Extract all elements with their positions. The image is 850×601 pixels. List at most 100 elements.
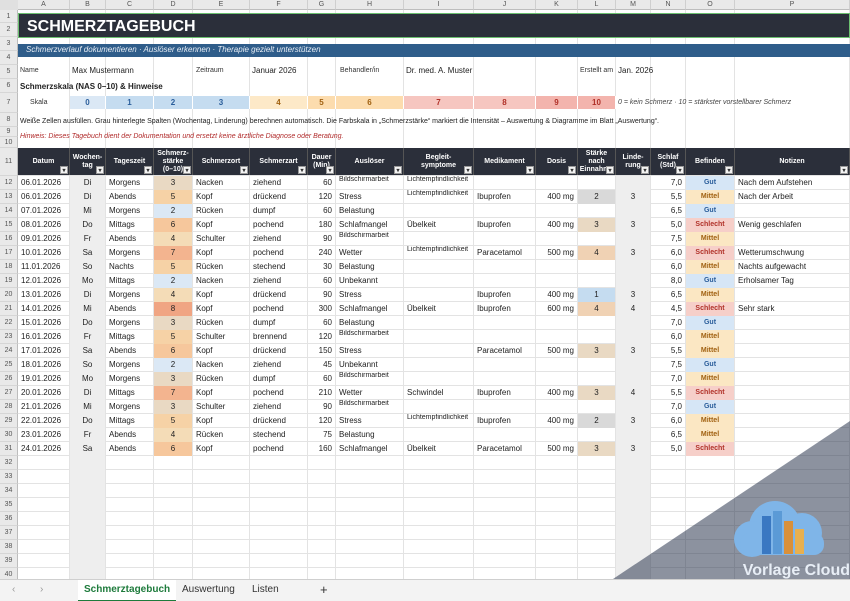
entry-cell[interactable]: Mittags — [109, 332, 135, 341]
filter-dropdown-icon[interactable]: ▾ — [526, 166, 534, 174]
filter-dropdown-icon[interactable]: ▾ — [326, 166, 334, 174]
entry-cell[interactable]: 7,5 — [670, 360, 682, 369]
entry-cell[interactable]: 4 — [578, 302, 615, 316]
entry-cell[interactable]: Lichtempfindlichkeit — [407, 414, 469, 421]
entry-cell[interactable]: ziehend — [253, 276, 282, 285]
table-header-7[interactable]: Auslöser ▾ — [336, 148, 404, 175]
table-header-14[interactable]: Befinden ▾ — [686, 148, 735, 175]
entry-cell[interactable]: Bildschirmarbeit — [339, 372, 389, 379]
row-header-21[interactable]: 21 — [0, 302, 18, 316]
entry-cell[interactable]: 4,5 — [670, 304, 682, 313]
entry-cell[interactable]: Lichtempfindlichkeit — [407, 190, 469, 197]
row-header-27[interactable]: 27 — [0, 386, 18, 400]
entry-cell[interactable]: 120 — [318, 332, 332, 341]
entry-cell[interactable]: Mo — [70, 274, 105, 288]
table-header-12[interactable]: Linde- rung ▾ — [616, 148, 651, 175]
entry-cell[interactable]: 8 — [154, 302, 192, 316]
entry-cell[interactable]: 2 — [154, 358, 192, 372]
entry-cell[interactable]: 2 — [578, 414, 615, 428]
entry-cell[interactable]: Belastung — [339, 206, 375, 215]
entry-cell[interactable]: brennend — [253, 332, 287, 341]
table-header-6[interactable]: Dauer (Min) ▾ — [308, 148, 336, 175]
entry-cell[interactable]: Do — [70, 414, 105, 428]
entry-cell[interactable] — [616, 176, 650, 190]
entry-cell[interactable]: Nach dem Aufstehen — [738, 178, 813, 187]
row-header-3[interactable]: 3 — [0, 37, 18, 51]
entry-cell[interactable]: 500 mg — [547, 346, 574, 355]
entry-cell[interactable]: Paracetamol — [477, 248, 522, 257]
entry-cell[interactable]: 150 — [318, 346, 332, 355]
entry-cell[interactable]: 500 mg — [547, 248, 574, 257]
entry-cell[interactable]: 3 — [154, 372, 192, 386]
entry-cell[interactable]: Morgens — [109, 178, 141, 187]
row-header-29[interactable]: 29 — [0, 414, 18, 428]
entry-cell[interactable]: Rücken — [196, 374, 224, 383]
entry-cell[interactable]: Erholsamer Tag — [738, 276, 794, 285]
entry-cell[interactable]: 14.01.2026 — [21, 304, 62, 313]
entry-cell[interactable]: Abends — [109, 234, 137, 243]
column-header-C[interactable]: C — [106, 0, 154, 10]
entry-cell[interactable]: Nachts — [109, 262, 134, 271]
entry-cell[interactable] — [474, 400, 535, 414]
entry-cell[interactable]: Ibuprofen — [477, 304, 511, 313]
entry-cell[interactable]: 5 — [154, 260, 192, 274]
table-header-2[interactable]: Tageszeit ▾ — [106, 148, 154, 175]
entry-cell[interactable]: Lichtempfindlichkeit — [407, 246, 469, 253]
entry-cell[interactable]: pochend — [253, 248, 284, 257]
entry-cell[interactable]: Nach der Arbeit — [738, 192, 794, 201]
computed-empty-cell[interactable] — [616, 512, 650, 526]
entry-cell[interactable]: pochend — [253, 220, 284, 229]
entry-cell[interactable]: Mittags — [109, 416, 135, 425]
entry-cell[interactable]: Morgens — [109, 290, 141, 299]
entry-cell[interactable]: 3 — [578, 218, 615, 232]
entry-cell[interactable]: Schlafmangel — [339, 304, 388, 313]
sheet-tab-schmerztagebuch[interactable]: Schmerztagebuch — [78, 580, 177, 601]
entry-cell[interactable]: Schlecht — [686, 302, 734, 316]
entry-cell[interactable] — [536, 330, 577, 344]
entry-cell[interactable] — [404, 428, 473, 442]
entry-cell[interactable]: Mittel — [686, 414, 734, 428]
entry-cell[interactable]: Belastung — [339, 262, 375, 271]
row-header-2[interactable]: 2 — [0, 23, 18, 37]
entry-cell[interactable]: 400 mg — [547, 220, 574, 229]
entry-cell[interactable]: 09.01.2026 — [21, 234, 62, 243]
entry-cell[interactable]: drückend — [253, 290, 286, 299]
row-header-5[interactable]: 5 — [0, 65, 18, 79]
entry-cell[interactable]: Ibuprofen — [477, 290, 511, 299]
entry-cell[interactable] — [578, 400, 615, 414]
entry-cell[interactable]: Abends — [109, 430, 137, 439]
entry-cell[interactable]: Mittel — [686, 288, 734, 302]
entry-cell[interactable]: Stress — [339, 192, 362, 201]
entry-cell[interactable]: 45 — [323, 360, 332, 369]
entry-cell[interactable]: Nacken — [196, 178, 224, 187]
entry-cell[interactable]: pochend — [253, 388, 284, 397]
row-header-9[interactable]: 9 — [0, 127, 18, 137]
entry-cell[interactable]: 6 — [154, 344, 192, 358]
entry-cell[interactable]: 210 — [318, 388, 332, 397]
entry-cell[interactable]: 500 mg — [547, 444, 574, 453]
column-header-G[interactable]: G — [308, 0, 336, 10]
add-sheet-icon[interactable]: + — [320, 582, 328, 597]
row-header-23[interactable]: 23 — [0, 330, 18, 344]
entry-cell[interactable]: Bildschirmarbeit — [339, 330, 389, 337]
entry-cell[interactable]: 5 — [154, 330, 192, 344]
entry-cell[interactable] — [404, 288, 473, 302]
entry-cell[interactable]: drückend — [253, 346, 286, 355]
computed-empty-cell[interactable] — [616, 498, 650, 512]
entry-cell[interactable]: 3 — [154, 316, 192, 330]
row-header-33[interactable]: 33 — [0, 470, 18, 484]
entry-cell[interactable]: Di — [70, 288, 105, 302]
entry-cell[interactable]: 5,5 — [670, 192, 682, 201]
sheet-tab-listen[interactable]: Listen — [252, 584, 279, 595]
entry-cell[interactable]: 400 mg — [547, 388, 574, 397]
entry-cell[interactable] — [404, 400, 473, 414]
entry-cell[interactable]: 4 — [616, 302, 650, 316]
entry-cell[interactable]: Mi — [70, 204, 105, 218]
entry-cell[interactable]: 120 — [318, 416, 332, 425]
entry-cell[interactable]: 10.01.2026 — [21, 248, 62, 257]
row-header-26[interactable]: 26 — [0, 372, 18, 386]
entry-cell[interactable]: 17.01.2026 — [21, 346, 62, 355]
entry-cell[interactable] — [404, 344, 473, 358]
entry-cell[interactable]: Sehr stark — [738, 304, 775, 313]
entry-cell[interactable]: Ibuprofen — [477, 416, 511, 425]
